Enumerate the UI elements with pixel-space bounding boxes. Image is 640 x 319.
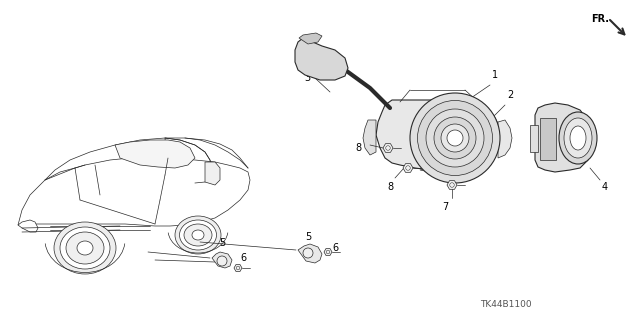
Ellipse shape — [175, 216, 221, 254]
Text: 1: 1 — [492, 70, 498, 80]
Text: 2: 2 — [507, 90, 513, 100]
Ellipse shape — [184, 224, 212, 246]
Ellipse shape — [192, 230, 204, 240]
Polygon shape — [299, 33, 322, 44]
Polygon shape — [363, 120, 376, 155]
Polygon shape — [234, 264, 242, 271]
Text: 7: 7 — [442, 202, 448, 212]
Ellipse shape — [60, 227, 110, 269]
Polygon shape — [376, 100, 502, 170]
Ellipse shape — [564, 118, 592, 158]
Ellipse shape — [54, 222, 116, 274]
Polygon shape — [205, 162, 220, 185]
Text: FR.: FR. — [591, 14, 609, 24]
Polygon shape — [383, 144, 393, 152]
Polygon shape — [403, 164, 413, 172]
Ellipse shape — [559, 112, 597, 164]
Ellipse shape — [434, 117, 476, 159]
Ellipse shape — [441, 124, 469, 152]
Text: 5: 5 — [305, 232, 311, 242]
Ellipse shape — [410, 93, 500, 183]
Polygon shape — [498, 120, 512, 158]
Polygon shape — [420, 167, 460, 174]
Ellipse shape — [217, 256, 227, 266]
Polygon shape — [212, 252, 232, 268]
Polygon shape — [324, 249, 332, 256]
Ellipse shape — [417, 100, 493, 175]
Polygon shape — [535, 103, 590, 172]
Polygon shape — [295, 38, 348, 80]
Text: 6: 6 — [240, 253, 246, 263]
Ellipse shape — [447, 130, 463, 146]
Polygon shape — [530, 125, 538, 152]
Ellipse shape — [66, 232, 104, 264]
Text: 4: 4 — [602, 182, 608, 192]
Polygon shape — [447, 181, 457, 189]
Ellipse shape — [77, 241, 93, 255]
Polygon shape — [298, 244, 322, 263]
Text: 8: 8 — [356, 143, 362, 153]
Polygon shape — [540, 118, 556, 160]
Ellipse shape — [426, 109, 484, 167]
Polygon shape — [18, 158, 250, 226]
Ellipse shape — [179, 220, 216, 250]
Text: 3: 3 — [304, 73, 310, 83]
Text: 6: 6 — [332, 243, 338, 253]
Text: 8: 8 — [387, 182, 393, 192]
Polygon shape — [165, 138, 212, 183]
Polygon shape — [18, 220, 38, 232]
Text: TK44B1100: TK44B1100 — [480, 300, 532, 309]
Ellipse shape — [303, 248, 313, 258]
Ellipse shape — [570, 126, 586, 150]
Text: 5: 5 — [219, 238, 225, 248]
Polygon shape — [115, 140, 195, 168]
